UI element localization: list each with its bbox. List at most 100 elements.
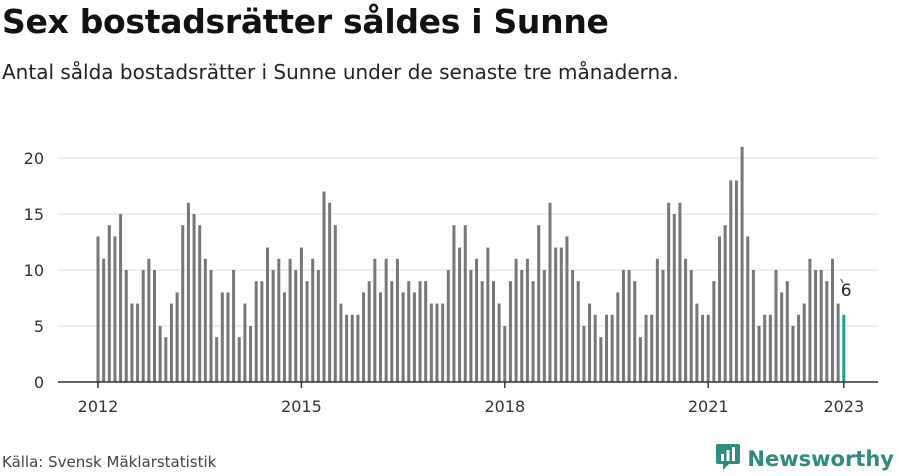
bar bbox=[333, 225, 337, 382]
highlight-value-label: 6 bbox=[841, 281, 852, 301]
y-tick-label: 10 bbox=[24, 261, 44, 280]
bar bbox=[119, 214, 123, 382]
gridlines bbox=[58, 157, 878, 327]
bar bbox=[203, 258, 207, 382]
x-tick-label: 2023 bbox=[823, 397, 864, 416]
bar bbox=[107, 225, 111, 382]
brand-logo[interactable]: Newsworthy bbox=[715, 442, 894, 476]
bar bbox=[328, 202, 332, 382]
bar bbox=[475, 258, 479, 382]
bar bbox=[520, 270, 524, 382]
bar bbox=[401, 292, 405, 382]
bar bbox=[751, 270, 755, 382]
bar bbox=[249, 326, 253, 382]
bar bbox=[379, 292, 382, 382]
x-tick-label: 2018 bbox=[484, 397, 525, 416]
bar bbox=[565, 236, 569, 382]
bar bbox=[271, 270, 275, 382]
bar bbox=[740, 146, 744, 382]
bar bbox=[785, 281, 789, 382]
bar bbox=[277, 258, 281, 382]
bar bbox=[797, 314, 801, 382]
bar bbox=[147, 258, 151, 382]
bar bbox=[254, 281, 258, 382]
bar bbox=[588, 303, 592, 382]
bar bbox=[508, 281, 512, 382]
bar bbox=[305, 281, 309, 382]
bar bbox=[525, 258, 529, 382]
bar bbox=[429, 303, 433, 382]
bar bbox=[198, 225, 202, 382]
bar bbox=[486, 247, 490, 382]
bar bbox=[124, 270, 128, 382]
bar bbox=[678, 202, 682, 382]
bar bbox=[350, 314, 354, 382]
bar bbox=[734, 180, 738, 382]
x-tick-label: 2021 bbox=[688, 397, 729, 416]
bar bbox=[768, 314, 772, 382]
bar bbox=[390, 281, 394, 382]
bar bbox=[492, 281, 495, 382]
bar bbox=[192, 214, 196, 382]
bar bbox=[311, 258, 315, 382]
bar bbox=[299, 247, 303, 382]
bar bbox=[424, 281, 428, 382]
bar bbox=[831, 258, 834, 382]
y-tick-label: 20 bbox=[24, 149, 44, 168]
bar bbox=[757, 326, 761, 382]
bar bbox=[655, 258, 659, 382]
bar bbox=[181, 225, 185, 382]
bar bbox=[316, 270, 320, 382]
source-note: Källa: Svensk Mäklarstatistik bbox=[2, 453, 217, 471]
bar bbox=[718, 236, 721, 382]
bars bbox=[96, 146, 846, 382]
bar bbox=[689, 270, 693, 382]
bar bbox=[113, 236, 117, 382]
bar bbox=[232, 270, 236, 382]
bar bbox=[215, 337, 219, 382]
bar bbox=[802, 303, 806, 382]
bar bbox=[441, 303, 445, 382]
bar bbox=[266, 247, 269, 382]
bar bbox=[367, 281, 371, 382]
bar bbox=[638, 337, 642, 382]
bar bbox=[136, 303, 140, 382]
bar bbox=[559, 247, 563, 382]
bar bbox=[825, 281, 829, 382]
bar bbox=[356, 314, 360, 382]
axes: 0 5 10 15 20 2012 2015 2018 2021 2023 6 bbox=[24, 149, 878, 416]
bar bbox=[469, 270, 473, 382]
bar bbox=[288, 258, 292, 382]
bar bbox=[582, 326, 586, 382]
bar bbox=[446, 270, 450, 382]
bar bbox=[407, 281, 411, 382]
bar bbox=[684, 258, 688, 382]
bar bbox=[667, 202, 671, 382]
bar bbox=[701, 314, 705, 382]
bar bbox=[571, 270, 575, 382]
brand-name: Newsworthy bbox=[747, 447, 894, 471]
y-tick-label: 5 bbox=[34, 317, 44, 336]
bar bbox=[282, 292, 286, 382]
bar bbox=[616, 292, 620, 382]
bar bbox=[706, 314, 710, 382]
bar bbox=[712, 281, 716, 382]
bar bbox=[237, 337, 241, 382]
bar bbox=[294, 270, 298, 382]
bar bbox=[723, 225, 727, 382]
bar bbox=[537, 225, 541, 382]
chart-title: Sex bostadsrätter såldes i Sunne bbox=[2, 2, 609, 41]
bar bbox=[819, 270, 823, 382]
bar bbox=[497, 303, 501, 382]
annotation-leader bbox=[840, 278, 844, 284]
chart-subtitle: Antal sålda bostadsrätter i Sunne under … bbox=[2, 60, 679, 84]
bar bbox=[554, 247, 558, 382]
bar bbox=[531, 281, 535, 382]
bar bbox=[102, 258, 106, 382]
bar bbox=[627, 270, 631, 382]
bar bbox=[480, 281, 484, 382]
bar bbox=[672, 214, 676, 382]
x-tick-label: 2015 bbox=[281, 397, 322, 416]
bar bbox=[633, 281, 637, 382]
bar bbox=[458, 247, 462, 382]
